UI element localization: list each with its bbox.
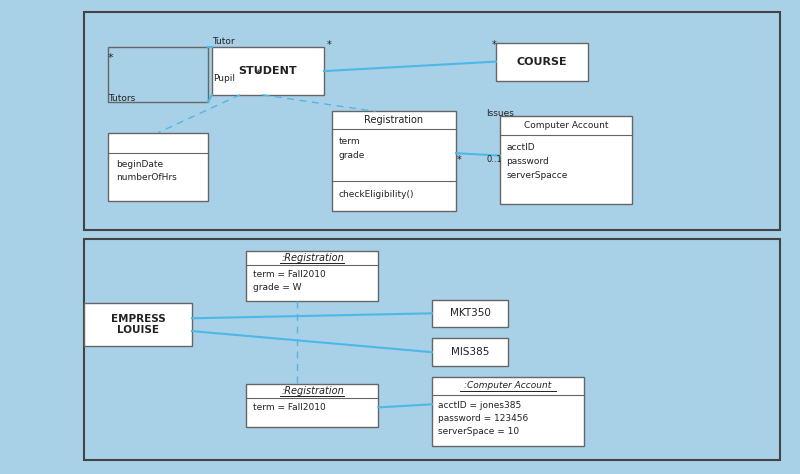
Text: *: * bbox=[326, 40, 331, 50]
FancyBboxPatch shape bbox=[496, 43, 588, 81]
FancyBboxPatch shape bbox=[500, 116, 632, 204]
FancyBboxPatch shape bbox=[432, 377, 584, 446]
Text: term: term bbox=[338, 137, 360, 146]
Text: Pupil: Pupil bbox=[214, 74, 236, 82]
Text: acctID = jones385: acctID = jones385 bbox=[438, 401, 522, 410]
FancyBboxPatch shape bbox=[84, 12, 780, 230]
Text: serverSpace = 10: serverSpace = 10 bbox=[438, 427, 519, 436]
Text: term = Fall2010: term = Fall2010 bbox=[253, 270, 326, 279]
Text: STUDENT: STUDENT bbox=[238, 66, 298, 76]
Text: term = Fall2010: term = Fall2010 bbox=[253, 402, 326, 411]
FancyBboxPatch shape bbox=[212, 47, 324, 95]
Text: :Registration: :Registration bbox=[281, 386, 344, 396]
Text: grade: grade bbox=[338, 151, 365, 160]
Text: *: * bbox=[492, 40, 497, 50]
FancyBboxPatch shape bbox=[432, 338, 508, 366]
Text: *: * bbox=[256, 69, 261, 80]
Text: serverSpacce: serverSpacce bbox=[506, 171, 568, 180]
Text: acctID: acctID bbox=[506, 143, 535, 152]
FancyBboxPatch shape bbox=[246, 251, 378, 301]
FancyBboxPatch shape bbox=[246, 384, 378, 427]
Text: numberOfHrs: numberOfHrs bbox=[116, 173, 177, 182]
Text: EMPRESS
LOUISE: EMPRESS LOUISE bbox=[110, 314, 166, 336]
Text: :Registration: :Registration bbox=[281, 253, 344, 263]
Text: *: * bbox=[457, 155, 462, 165]
Text: password: password bbox=[506, 157, 549, 166]
Text: COURSE: COURSE bbox=[517, 56, 567, 67]
Text: Tutor: Tutor bbox=[212, 37, 234, 46]
Text: 0..1: 0..1 bbox=[486, 155, 502, 164]
FancyBboxPatch shape bbox=[108, 133, 208, 201]
Text: checkEligibility(): checkEligibility() bbox=[338, 190, 414, 199]
Text: MKT350: MKT350 bbox=[450, 308, 490, 319]
FancyBboxPatch shape bbox=[84, 239, 780, 460]
FancyBboxPatch shape bbox=[332, 111, 456, 211]
Text: beginDate: beginDate bbox=[116, 160, 163, 169]
Text: grade = W: grade = W bbox=[253, 283, 302, 292]
Text: password = 123456: password = 123456 bbox=[438, 414, 529, 423]
Text: :Computer Account: :Computer Account bbox=[464, 381, 552, 390]
FancyBboxPatch shape bbox=[84, 303, 192, 346]
Text: Issues: Issues bbox=[486, 109, 514, 118]
Text: MIS385: MIS385 bbox=[451, 347, 489, 357]
Text: Computer Account: Computer Account bbox=[524, 121, 608, 130]
FancyBboxPatch shape bbox=[432, 300, 508, 327]
Text: Registration: Registration bbox=[365, 115, 423, 125]
Text: Tutors: Tutors bbox=[108, 94, 135, 102]
Text: *: * bbox=[108, 53, 114, 63]
